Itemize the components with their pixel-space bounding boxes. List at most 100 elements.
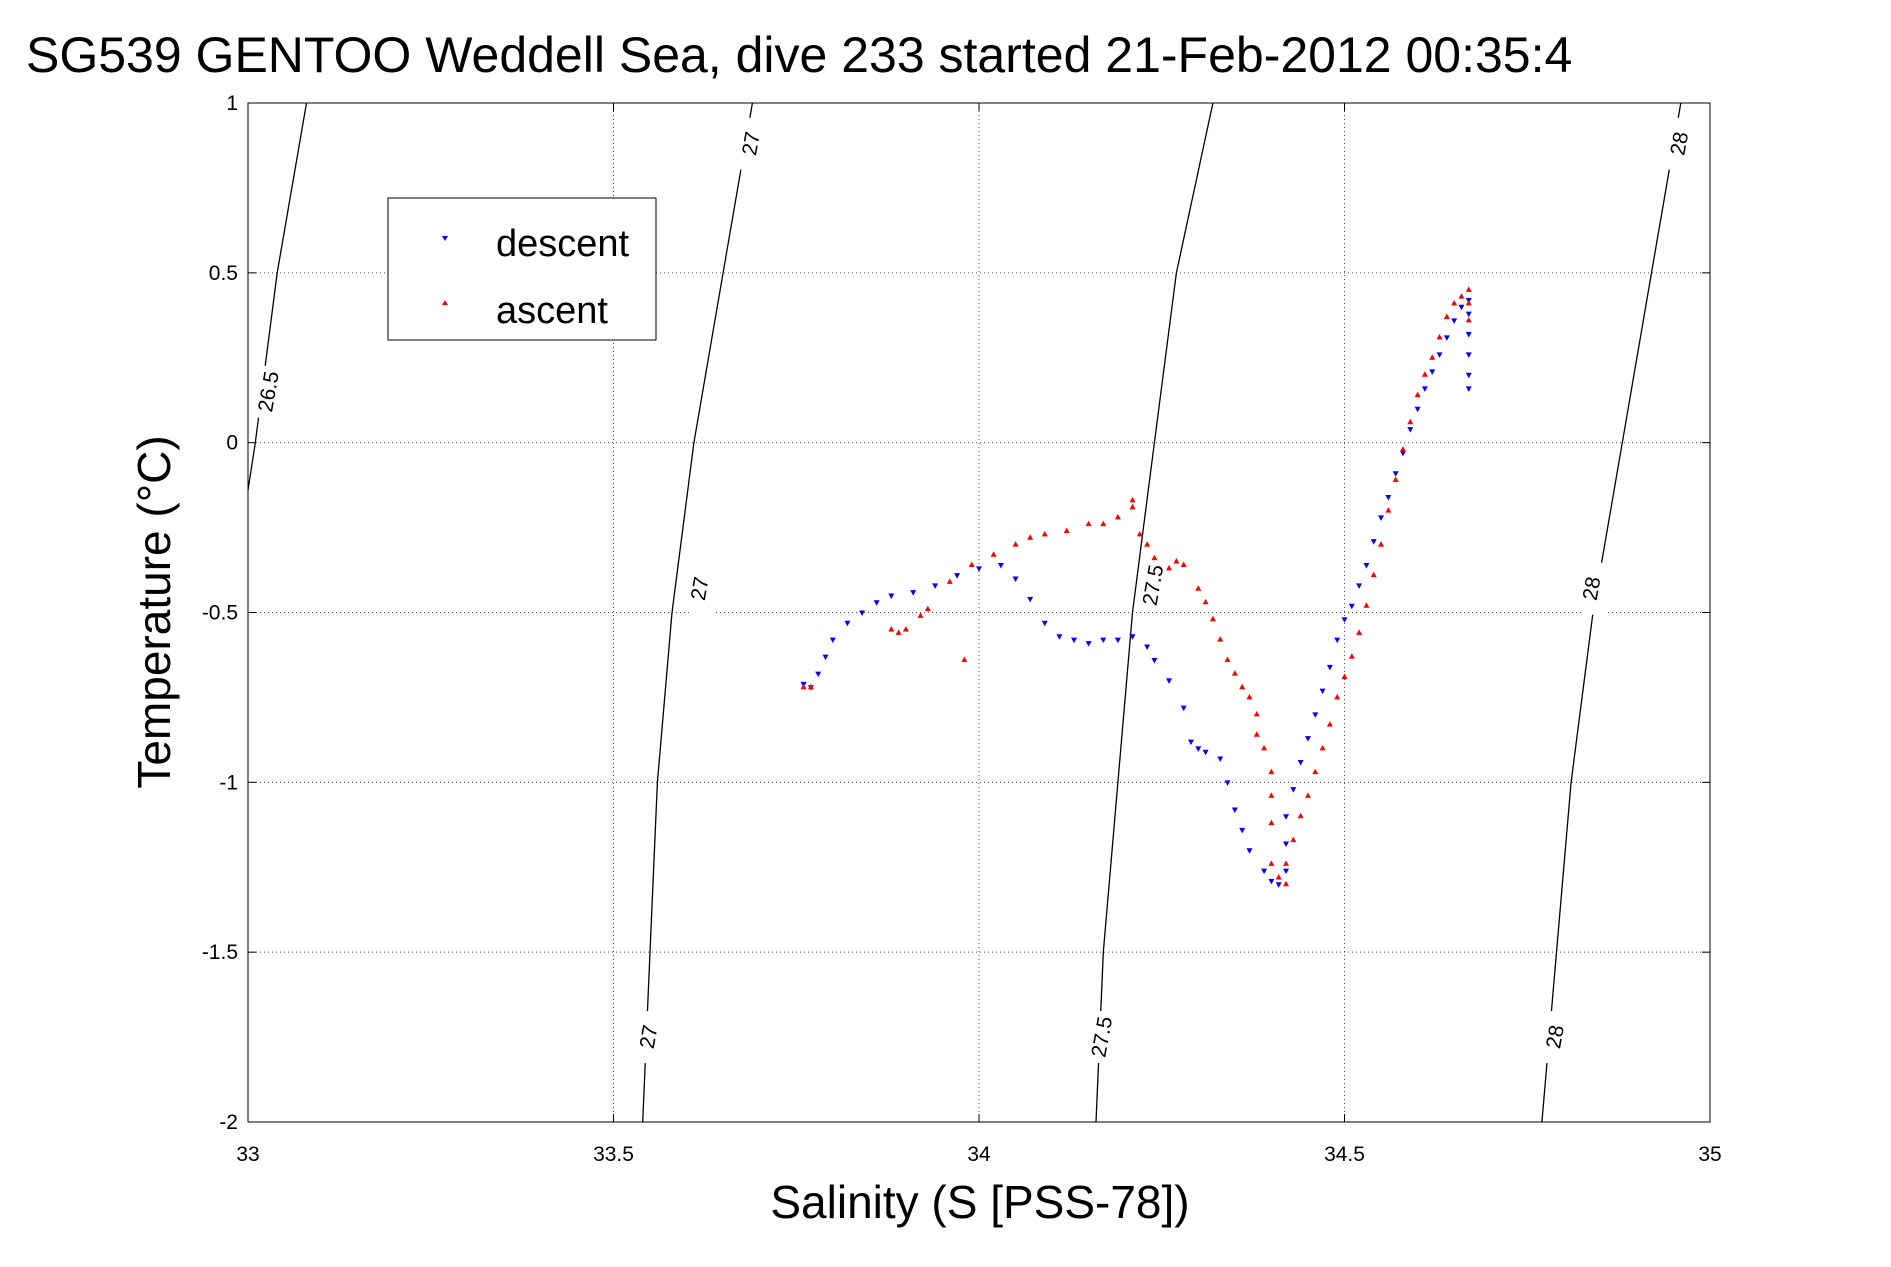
descent-point [1348,603,1355,610]
descent-point [1085,641,1092,647]
ascent-point [1392,476,1399,483]
descent-point [1100,637,1107,644]
ascent-point [968,561,975,567]
y-tick-label: -1 [219,771,238,794]
descent-point [1166,678,1173,684]
ascent-point [1407,418,1414,425]
ascent-point [961,656,968,663]
ascent-point [1275,873,1282,880]
ascent-point [1114,513,1121,520]
descent-point [1056,634,1063,640]
descent-point [844,620,851,627]
descent-point [1114,637,1121,644]
ascent-point [1151,554,1158,561]
descent-point [1465,331,1472,338]
legend-label-descent: descent [496,223,630,265]
x-tick-label: 34 [967,1143,991,1166]
ascent-point [1458,293,1465,299]
ascent-point [1363,602,1370,608]
ascent-point [1312,768,1319,775]
ascent-point [1370,571,1377,578]
y-tick-label: -1.5 [202,941,238,964]
descent-point [1414,406,1421,413]
ascent-point [1195,585,1202,591]
descent-point [1451,318,1458,324]
ascent-point [1100,520,1107,527]
contour-label: 27 [687,575,714,602]
ascent-point [1465,316,1472,323]
ascent-point [807,683,814,690]
descent-point [1334,637,1341,644]
series-ascent [800,286,1472,887]
ascent-point [1041,530,1048,537]
descent-point [873,600,880,606]
contour-label-bg [1142,559,1167,612]
ascent-point [1144,541,1151,547]
ascent-point [1268,860,1275,866]
x-tick-label: 35 [1698,1143,1721,1166]
x-tick-label: 33 [236,1143,259,1166]
contour-label: 28 [1542,1023,1569,1050]
series-descent [800,298,1472,888]
descent-point [1144,644,1151,650]
ascent-point [990,551,997,557]
ascent-point [1268,819,1275,826]
descent-point [822,654,829,661]
descent-point [1195,746,1202,752]
descent-point [1231,807,1238,814]
descent-point [1399,450,1406,457]
ascent-point [1180,561,1187,567]
ascent-point [1253,731,1260,737]
descent-point [932,583,939,589]
contour-label-bg [740,117,765,170]
y-axis-label: Temperature (°C) [128,435,180,788]
x-axis-label: Salinity (S [PSS-78]) [770,1176,1189,1228]
ascent-point [1436,333,1443,340]
descent-point [1356,583,1363,589]
legend-marker-ascent [442,300,448,305]
ascent-point [1217,636,1224,642]
descent-point [815,671,822,678]
descent-point [1304,736,1311,742]
x-tick-label: 33.5 [593,1143,634,1166]
descent-point [1312,712,1319,718]
ascent-point [1297,812,1304,819]
contour-label: 27 [636,1023,663,1050]
ascent-point [1421,371,1428,377]
descent-point [1465,386,1472,392]
descent-point [954,573,961,579]
descent-point [1378,515,1385,521]
descent-point [1012,576,1019,583]
contour-label: 27 [738,130,765,157]
ascent-point [1261,744,1268,751]
descent-point [1429,369,1436,375]
descent-point [1275,882,1282,888]
descent-point [1443,335,1450,341]
data-series [800,286,1472,888]
contour-label-bg [1668,117,1693,170]
ascent-point [1136,530,1143,537]
contour-label-bg [689,562,714,615]
descent-point [1283,841,1290,847]
ascent-point [1085,520,1092,527]
descent-point [1326,664,1333,671]
descent-point [1370,539,1377,545]
y-tick-label: 1 [226,92,238,115]
contour-label-bg [638,1011,663,1064]
ascent-point [1166,564,1173,571]
descent-point [1363,562,1370,569]
descent-point [1465,352,1472,358]
contour-line [642,102,754,1123]
ascent-point [1012,541,1019,547]
y-tick-label: 0.5 [209,262,238,285]
legend-label-ascent: ascent [496,290,608,332]
ascent-point [1319,744,1326,751]
descent-point [1392,471,1399,477]
descent-point [976,566,982,572]
ascent-point [895,629,902,635]
descent-point [1407,427,1414,433]
descent-point [1465,372,1472,379]
ascent-point [1231,670,1238,676]
ascent-point [1063,527,1070,533]
